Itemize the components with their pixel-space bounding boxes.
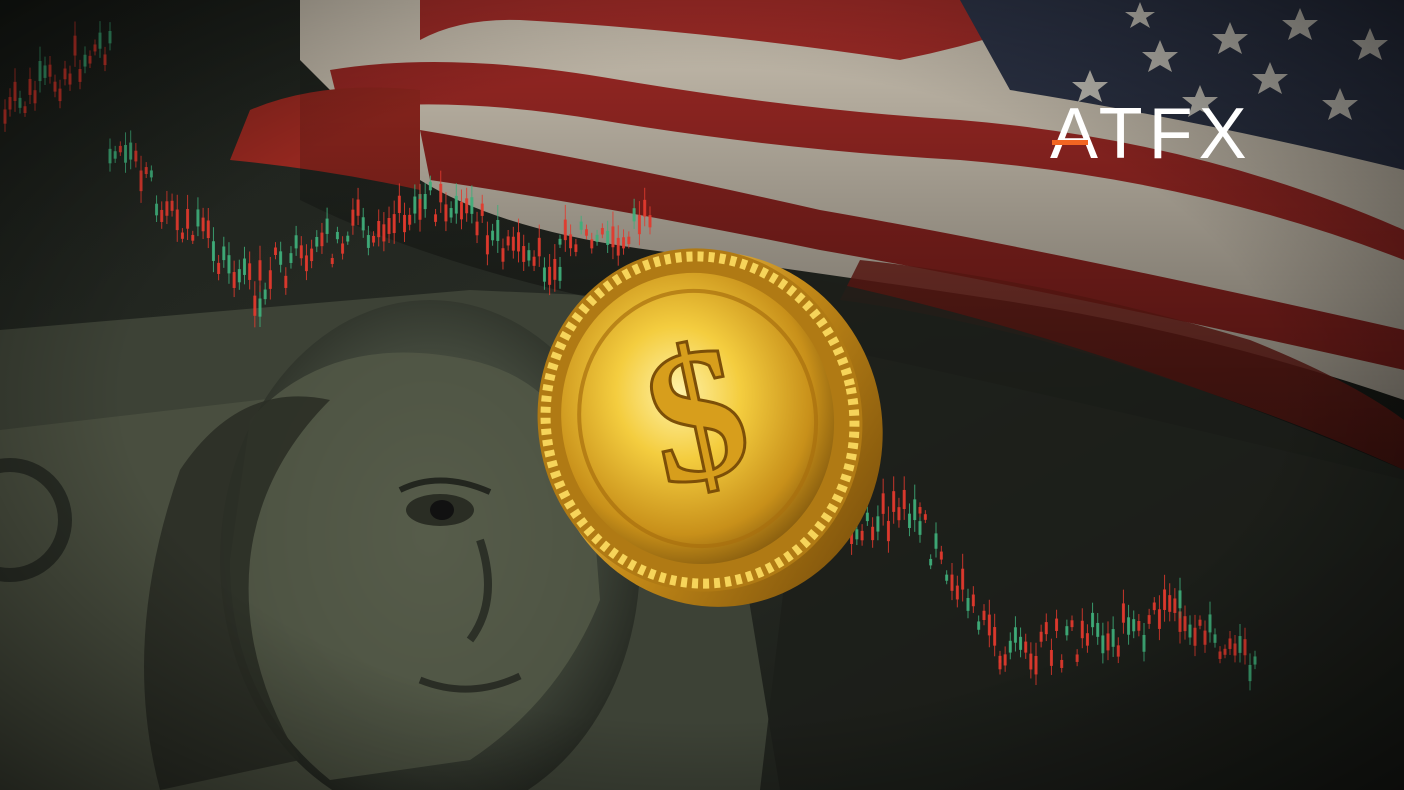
logo-text: ATFX: [1050, 94, 1253, 174]
atfx-logo: ATFX: [1050, 92, 1300, 176]
logo-accent-bar: [1052, 140, 1088, 145]
